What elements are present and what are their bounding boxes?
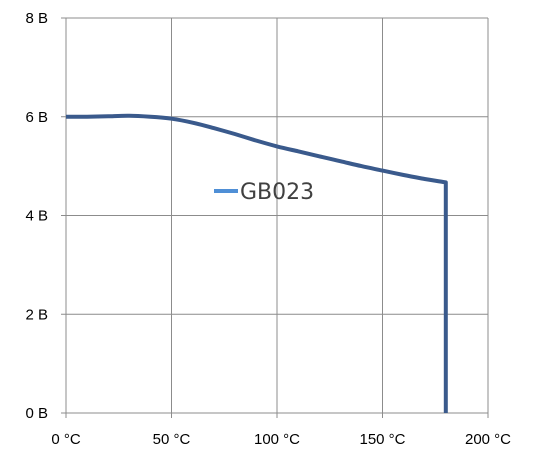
x-axis-ticks: 0 °C 50 °C 100 °C 150 °C 200 °C xyxy=(51,413,511,448)
legend-label: GB023 xyxy=(240,180,314,205)
series-line-gb023 xyxy=(66,113,448,413)
y-tick-label: 2 В xyxy=(25,306,48,323)
x-tick-label: 50 °C xyxy=(153,431,191,448)
y-tick-label: 8 В xyxy=(25,10,48,27)
legend: GB023 xyxy=(214,180,314,205)
x-tick-label: 200 °C xyxy=(465,431,511,448)
x-tick-label: 100 °C xyxy=(254,431,300,448)
y-axis-ticks: 0 В 2 В 4 В 6 В 8 В xyxy=(25,10,66,422)
series-group xyxy=(66,113,448,413)
y-tick-label: 4 В xyxy=(25,208,48,225)
x-tick-label: 150 °C xyxy=(359,431,405,448)
y-tick-label: 6 В xyxy=(25,109,48,126)
x-tick-label: 0 °C xyxy=(51,431,81,448)
y-tick-label: 0 В xyxy=(25,405,48,422)
grid-lines xyxy=(66,17,489,413)
